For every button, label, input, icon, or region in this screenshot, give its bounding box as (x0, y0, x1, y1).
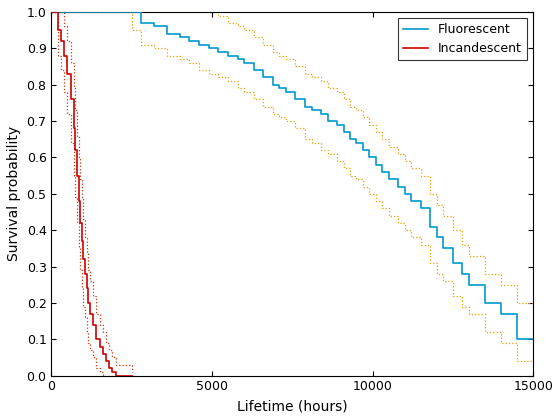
X-axis label: Lifetime (hours): Lifetime (hours) (237, 399, 348, 413)
Legend: Fluorescent, Incandescent: Fluorescent, Incandescent (398, 18, 527, 60)
Y-axis label: Survival probability: Survival probability (7, 126, 21, 261)
